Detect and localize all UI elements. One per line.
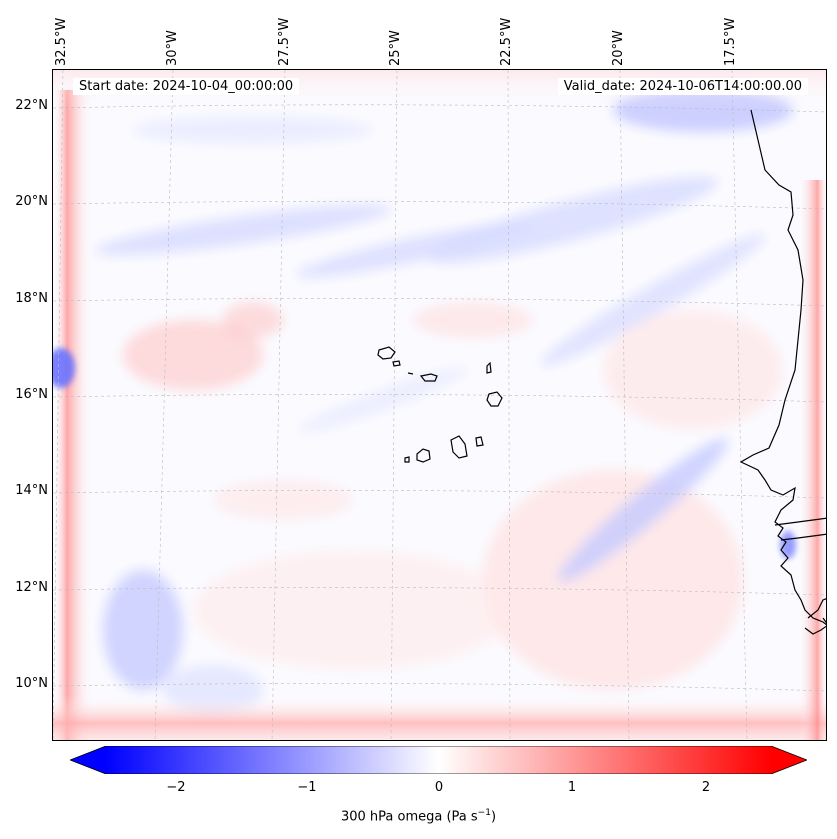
omega-contours	[94, 88, 793, 715]
graticule	[53, 70, 826, 740]
colorbar-tick: 1	[567, 780, 577, 795]
right-boundary-band	[798, 180, 826, 740]
lon-label-20w: 20°W	[611, 30, 626, 66]
lon-label-17-5w: 17.5°W	[723, 17, 738, 66]
lon-label-25w: 25°W	[388, 30, 403, 66]
left-boundary-band	[53, 90, 93, 740]
lat-label-10n: 10°N	[15, 676, 48, 691]
colorbar-tick: 2	[701, 780, 711, 795]
lon-label-27-5w: 27.5°W	[277, 17, 292, 66]
colorbar-gradient	[106, 746, 771, 774]
colorbar-tick: −1	[297, 780, 317, 795]
colorbar-label: 300 hPa omega (Pa s−1)	[340, 808, 497, 825]
lat-label-22n: 22°N	[15, 98, 48, 113]
lat-label-16n: 16°N	[15, 387, 48, 402]
valid-date-label: Valid_date: 2024-10-06T14:00:00.00	[557, 78, 808, 95]
coastline	[377, 109, 826, 635]
start-date-label: Start date: 2024-10-04_00:00:00	[73, 78, 300, 95]
lat-label-12n: 12°N	[15, 580, 48, 595]
colorbar	[70, 746, 807, 774]
colorbar-low-extend	[70, 746, 106, 774]
lat-label-18n: 18°N	[15, 291, 48, 306]
lon-label-30w: 30°W	[165, 30, 180, 66]
lon-label-22-5w: 22.5°W	[499, 17, 514, 66]
lat-label-20n: 20°N	[15, 194, 48, 209]
bottom-boundary-band	[53, 695, 826, 740]
lat-label-14n: 14°N	[15, 483, 48, 498]
colorbar-tick: −2	[166, 780, 186, 795]
colorbar-high-extend	[771, 746, 807, 774]
omega-map-panel: Start date: 2024-10-04_00:00:00 Valid_da…	[52, 69, 827, 741]
omega-field	[53, 70, 826, 740]
lon-label-32-5w: 32.5°W	[54, 17, 69, 66]
colorbar-tick: 0	[434, 780, 444, 795]
